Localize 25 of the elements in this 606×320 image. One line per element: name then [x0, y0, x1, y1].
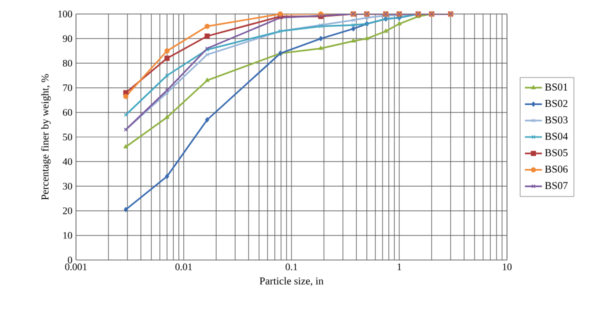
y-tick-label: 20 [62, 207, 72, 214]
legend-label: BS04 [545, 132, 568, 140]
y-tick-label: 100 [58, 10, 72, 18]
y-tick-label: 50 [63, 134, 72, 140]
x-tick-label: 1 [398, 264, 402, 270]
x-tick-label: 10 [502, 264, 512, 270]
legend-label: BS07 [545, 182, 568, 190]
y-axis-title: Percentage finer by weight, % [41, 74, 51, 200]
x-tick-label: 0.1 [286, 264, 298, 270]
legend-label: BS05 [545, 149, 568, 156]
legend-label: BS01 [545, 84, 568, 91]
legend-label: BS03 [545, 116, 568, 124]
y-tick-label: 90 [62, 35, 72, 42]
y-tick-label: 30 [62, 182, 72, 190]
x-axis-title: Particle size, in [260, 277, 324, 286]
y-tick-label: 60 [62, 109, 72, 116]
y-tick-label: 80 [62, 60, 72, 67]
legend-label: BS02 [545, 100, 568, 107]
x-tick-label: 0.01 [175, 264, 192, 270]
legend-label: BS06 [545, 166, 568, 173]
x-tick-label: 0.001 [65, 264, 87, 270]
y-tick-label: 10 [63, 232, 72, 239]
y-tick-label: 40 [62, 158, 72, 165]
y-tick-label: 0 [68, 256, 72, 264]
y-tick-label: 70 [63, 84, 72, 92]
